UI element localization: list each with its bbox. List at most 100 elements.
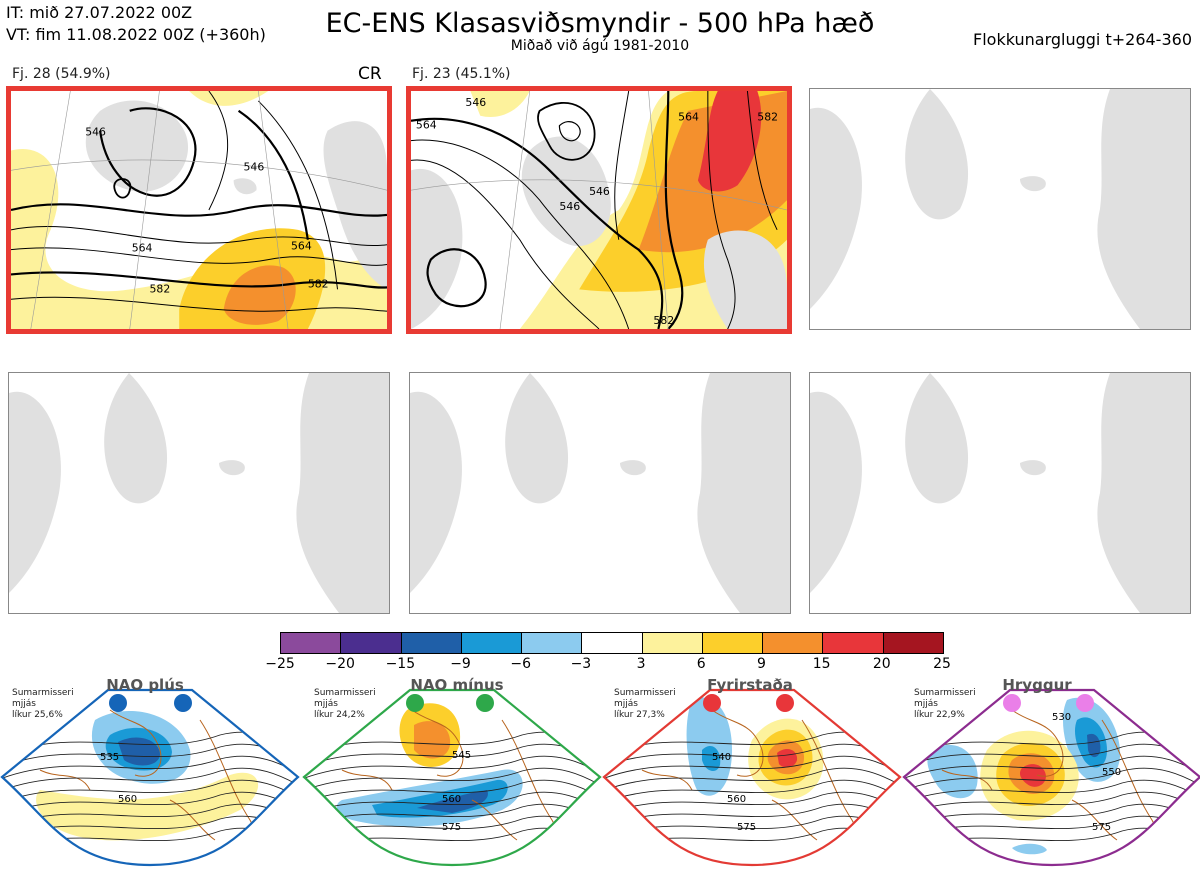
contour-label: 546 bbox=[85, 126, 106, 139]
cluster-1-label: Fj. 28 (54.9%) bbox=[12, 66, 111, 82]
contour-label: 560 bbox=[727, 794, 746, 805]
contour-label: 546 bbox=[559, 200, 580, 213]
regime-info-prob: líkur 22,9% bbox=[914, 710, 965, 720]
colorbar-swatch bbox=[460, 633, 522, 653]
regime-dot bbox=[174, 694, 192, 712]
contour-label: 560 bbox=[118, 794, 137, 805]
vt-line: VT: fim 11.08.2022 00Z (+360h) bbox=[6, 25, 266, 44]
colorbar-tick-label: 9 bbox=[756, 656, 766, 672]
colorbar-swatch bbox=[281, 633, 341, 653]
contour-label: 546 bbox=[244, 160, 265, 173]
cr-mark: CR bbox=[358, 64, 382, 84]
page-subtitle: Miðað við ágú 1981-2010 bbox=[510, 38, 690, 54]
contour-label: 535 bbox=[100, 752, 119, 763]
empty-map-svg bbox=[810, 373, 1190, 613]
contour-label: 582 bbox=[308, 277, 329, 290]
contour-label: 564 bbox=[416, 119, 437, 132]
colorbar-swatch bbox=[400, 633, 461, 653]
contour-label: 550 bbox=[1102, 767, 1121, 778]
europe-land bbox=[323, 121, 387, 290]
cluster-map-5-empty bbox=[409, 372, 791, 614]
contour-label: 575 bbox=[1092, 822, 1111, 833]
regime-map: 540 560 575 bbox=[602, 688, 902, 867]
regime-dot bbox=[1003, 694, 1021, 712]
canada-land bbox=[411, 168, 463, 329]
contour-label: 545 bbox=[452, 750, 471, 761]
anomaly-pos-max bbox=[697, 91, 762, 192]
colorbar bbox=[280, 632, 944, 654]
regime-name: NAO mínus bbox=[410, 676, 504, 694]
header-info: IT: mið 27.07.2022 00Z VT: fim 11.08.202… bbox=[6, 2, 266, 46]
contour-label: 564 bbox=[678, 111, 699, 124]
cluster-map-3-empty bbox=[809, 88, 1191, 330]
contour-label: 575 bbox=[737, 822, 756, 833]
regime-info: Sumarmisseri mjjás líkur 27,3% bbox=[614, 688, 676, 721]
colorbar-swatch bbox=[822, 633, 883, 653]
cluster-map-2[interactable]: 546 564 564 546 546 582 582 bbox=[406, 86, 792, 334]
colorbar-tick-label: 20 bbox=[872, 656, 891, 672]
it-line: IT: mið 27.07.2022 00Z bbox=[6, 3, 193, 22]
colorbar-swatch bbox=[581, 633, 642, 653]
colorbar-swatch bbox=[882, 633, 943, 653]
colorbar-tick-label: −9 bbox=[450, 656, 471, 672]
empty-map-svg bbox=[410, 373, 790, 613]
regime-info-season: Sumarmisseri bbox=[314, 688, 376, 698]
cluster-map-2-svg: 546 564 564 546 546 582 582 bbox=[411, 91, 787, 329]
contour-label: 546 bbox=[589, 185, 610, 198]
contour-label: 582 bbox=[150, 282, 171, 295]
iceland-land bbox=[233, 178, 257, 195]
cluster-map-1[interactable]: 546 546 564 564 582 582 bbox=[6, 86, 392, 334]
window-label: Flokkunargluggi t+264-360 bbox=[973, 30, 1192, 49]
empty-map-svg bbox=[9, 373, 389, 613]
colorbar-tick-label: 3 bbox=[636, 656, 646, 672]
regime-info-smooth: mjjás bbox=[914, 699, 938, 709]
regime-name: NAO plús bbox=[106, 676, 184, 694]
regime-info: Sumarmisseri mjjás líkur 24,2% bbox=[314, 688, 376, 721]
cluster-2-label: Fj. 23 (45.1%) bbox=[412, 66, 511, 82]
contour-label: 564 bbox=[291, 240, 312, 253]
anomaly-pos-north bbox=[189, 91, 269, 106]
regime-panel: 535 560 NAO plús Sumarmisseri mjjás líkur 25,… bbox=[0, 676, 300, 871]
colorbar-swatch bbox=[521, 633, 582, 653]
cluster-map-4-empty bbox=[8, 372, 390, 614]
regime-panel: 545 560 575 NAO mínus Sumarmisseri mjjás líkur… bbox=[302, 676, 602, 871]
colorbar-tick-label: 25 bbox=[933, 656, 951, 672]
regime-info-prob: líkur 27,3% bbox=[614, 710, 665, 720]
regime-info-season: Sumarmisseri bbox=[614, 688, 676, 698]
contour-label: 560 bbox=[442, 794, 461, 805]
page-title: EC-ENS Klasasviðsmyndir - 500 hPa hæð bbox=[325, 8, 875, 39]
regime-panel: 540 560 575 Fyrirstaða Sumarmisseri mjjás líku… bbox=[602, 676, 902, 871]
contour-label: 546 bbox=[465, 96, 486, 109]
colorbar-swatch bbox=[641, 633, 702, 653]
colorbar-swatch bbox=[701, 633, 763, 653]
regime-name: Hryggur bbox=[1002, 676, 1072, 694]
regime-dot bbox=[476, 694, 494, 712]
regime-info: Sumarmisseri mjjás líkur 25,6% bbox=[12, 688, 74, 721]
colorbar-tick-label: −20 bbox=[325, 656, 355, 672]
regime-info: Sumarmisseri mjjás líkur 22,9% bbox=[914, 688, 976, 721]
colorbar-tick-label: −6 bbox=[510, 656, 532, 672]
regime-dot bbox=[776, 694, 794, 712]
regime-dot bbox=[406, 694, 424, 712]
contour-label: 582 bbox=[757, 111, 778, 124]
regime-info-smooth: mjjás bbox=[314, 699, 338, 709]
regime-map: 530 550 575 bbox=[902, 688, 1200, 867]
colorbar-swatch bbox=[762, 633, 823, 653]
regime-dot bbox=[109, 694, 127, 712]
colorbar-tick-label: −3 bbox=[570, 656, 592, 672]
contour-label: 540 bbox=[712, 752, 731, 763]
colorbar-tick-label: 6 bbox=[696, 656, 706, 672]
colorbar-swatch bbox=[340, 633, 401, 653]
regime-dot bbox=[703, 694, 721, 712]
regime-info-season: Sumarmisseri bbox=[914, 688, 976, 698]
colorbar-tick-label: −25 bbox=[265, 656, 295, 672]
contour-label: 564 bbox=[132, 242, 153, 255]
cluster-map-1-svg: 546 546 564 564 582 582 bbox=[11, 91, 387, 329]
regime-dot bbox=[1076, 694, 1094, 712]
regime-info-smooth: mjjás bbox=[12, 699, 36, 709]
contour-label: 575 bbox=[442, 822, 461, 833]
contour-label: 582 bbox=[653, 314, 674, 327]
regime-info-prob: líkur 24,2% bbox=[314, 710, 365, 720]
colorbar-tick-label: −15 bbox=[385, 656, 416, 672]
colorbar-tick-label: 15 bbox=[812, 656, 831, 672]
